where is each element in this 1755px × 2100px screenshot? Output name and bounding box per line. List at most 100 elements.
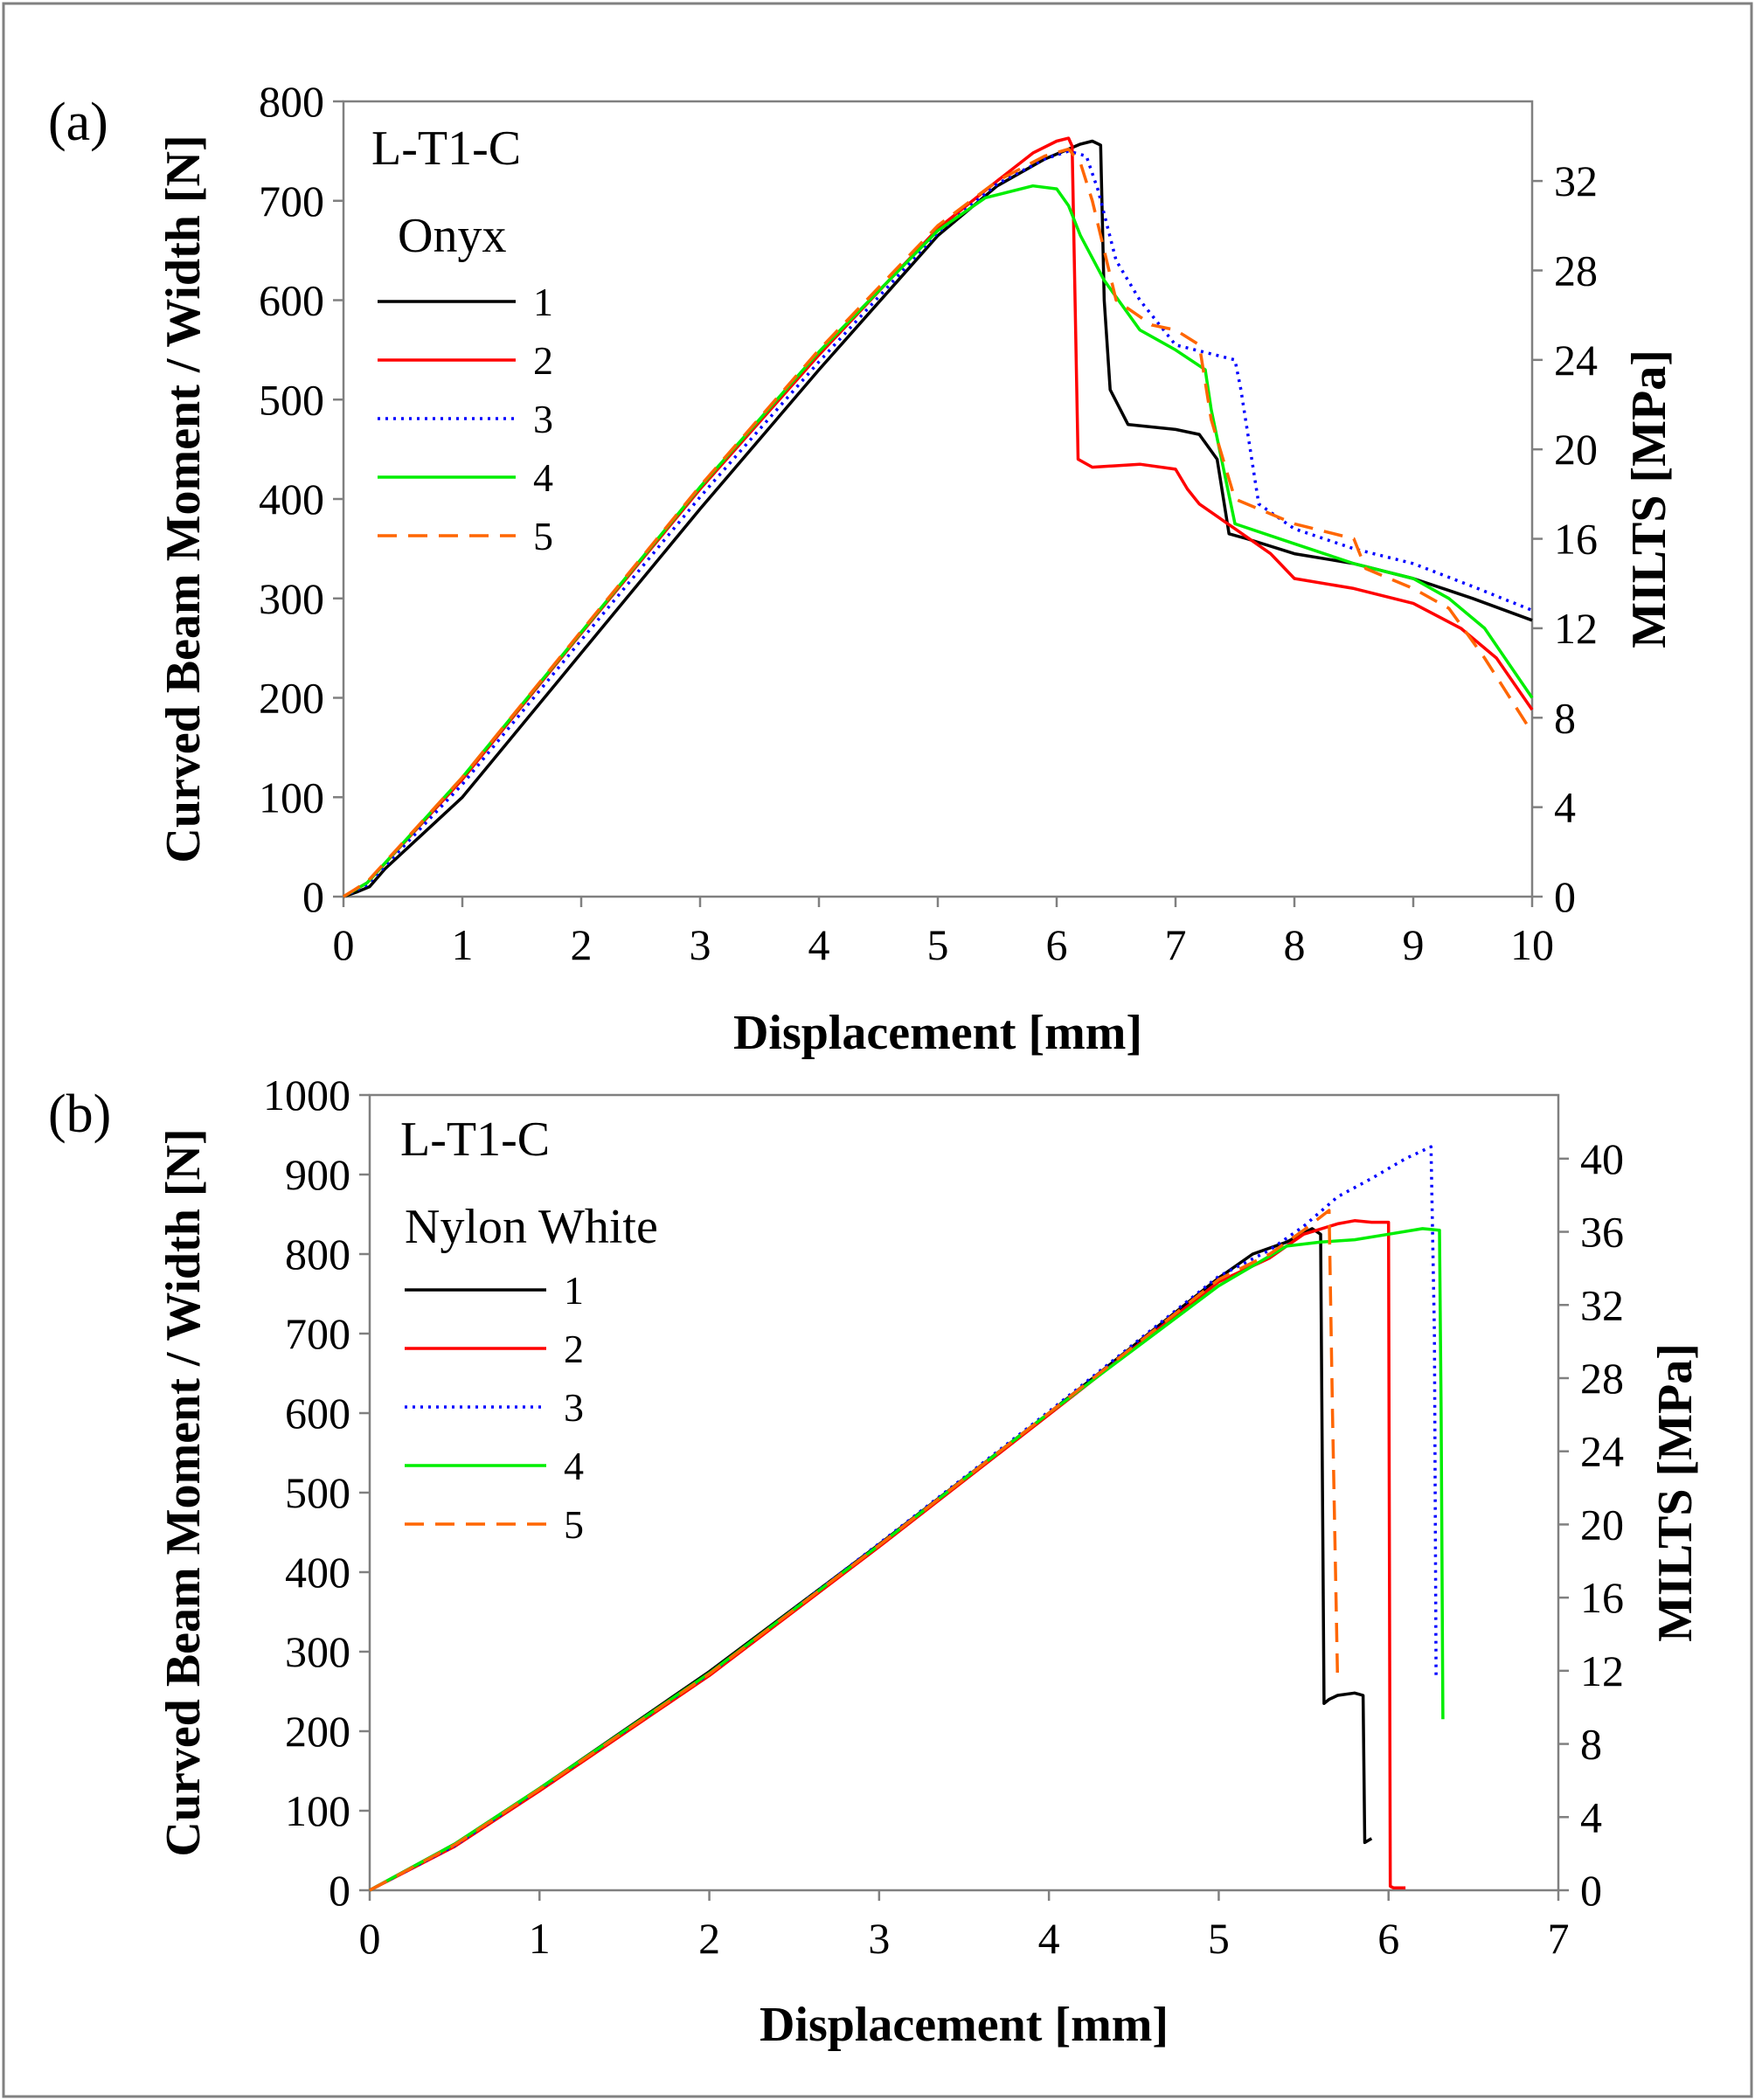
x-tick-label-a-9: 9 bbox=[1403, 920, 1425, 969]
y2-ticks-a: 0 4 8 12 16 20 24 28 32 bbox=[1532, 156, 1598, 921]
y2-tick-label-b-5: 20 bbox=[1580, 1500, 1624, 1549]
x-tick-label-b-7: 7 bbox=[1548, 1914, 1570, 1963]
y2-tick-label-b-8: 32 bbox=[1580, 1280, 1624, 1329]
x-tick-label-a-6: 6 bbox=[1046, 920, 1068, 969]
y-axis-title-a: Curved Beam Moment / Width [N] bbox=[156, 135, 211, 863]
series-line-b-5 bbox=[369, 1209, 1340, 1892]
y2-tick-label-a-3: 12 bbox=[1554, 604, 1598, 653]
legend-label-a-2: 2 bbox=[533, 338, 553, 383]
x-axis-title-a: Displacement [mm] bbox=[733, 1006, 1142, 1060]
legend-material-a: Onyx bbox=[398, 209, 506, 263]
x-tick-label-b-5: 5 bbox=[1208, 1914, 1230, 1963]
legend-a: 1 2 3 4 5 bbox=[378, 280, 553, 558]
y2-axis-title-b: MILTS [MPa] bbox=[1648, 1343, 1703, 1642]
y-tick-label-b-4: 400 bbox=[285, 1548, 350, 1597]
y-tick-label-b-10: 1000 bbox=[263, 1071, 350, 1119]
legend-label-b-5: 5 bbox=[564, 1502, 584, 1547]
y-tick-label-b-8: 800 bbox=[285, 1230, 350, 1279]
y2-tick-label-b-0: 0 bbox=[1580, 1866, 1602, 1915]
y2-tick-label-b-7: 28 bbox=[1580, 1354, 1624, 1403]
legend-label-a-3: 3 bbox=[533, 397, 553, 441]
y2-axis-title-a: MILTS [MPa] bbox=[1622, 350, 1676, 648]
x-tick-label-a-5: 5 bbox=[927, 920, 949, 969]
y-tick-label-a-3: 300 bbox=[259, 574, 324, 623]
x-tick-label-a-0: 0 bbox=[333, 920, 355, 969]
x-tick-label-b-2: 2 bbox=[698, 1914, 720, 1963]
y2-tick-label-a-0: 0 bbox=[1554, 872, 1576, 921]
x-tick-label-a-8: 8 bbox=[1284, 920, 1306, 969]
legend-label-b-2: 2 bbox=[564, 1327, 584, 1371]
legend-label-a-4: 4 bbox=[533, 455, 553, 500]
y-tick-label-b-3: 300 bbox=[285, 1627, 350, 1676]
y-tick-label-b-9: 900 bbox=[285, 1150, 350, 1199]
y2-tick-label-a-1: 4 bbox=[1554, 783, 1576, 832]
y2-tick-label-b-3: 12 bbox=[1580, 1646, 1624, 1695]
y2-tick-label-b-9: 36 bbox=[1580, 1208, 1624, 1257]
x-ticks-b: 0 1 2 3 4 5 6 7 bbox=[359, 1890, 1570, 1963]
x-tick-label-a-1: 1 bbox=[452, 920, 474, 969]
y-tick-label-a-8: 800 bbox=[259, 77, 324, 126]
series-line-a-4 bbox=[343, 184, 1534, 898]
x-tick-label-b-6: 6 bbox=[1377, 1914, 1399, 1963]
y-tick-label-a-2: 200 bbox=[259, 674, 324, 723]
y2-tick-label-b-1: 4 bbox=[1580, 1792, 1602, 1841]
legend-label-b-4: 4 bbox=[564, 1444, 584, 1488]
y2-tick-label-a-8: 32 bbox=[1554, 156, 1598, 205]
y-tick-label-b-2: 200 bbox=[285, 1707, 350, 1756]
y2-tick-label-a-2: 8 bbox=[1554, 693, 1576, 742]
y-tick-label-b-0: 0 bbox=[329, 1866, 350, 1915]
series-line-a-5 bbox=[343, 147, 1534, 898]
y-tick-label-a-5: 500 bbox=[259, 375, 324, 424]
series-line-a-3 bbox=[343, 149, 1533, 898]
x-tick-label-a-10: 10 bbox=[1510, 920, 1554, 969]
y-axis-title-b: Curved Beam Moment / Width [N] bbox=[156, 1128, 211, 1856]
y-ticks-a: 0 100 200 300 400 500 600 700 800 bbox=[259, 77, 343, 921]
y-tick-label-a-7: 700 bbox=[259, 177, 324, 225]
legend-label-b-1: 1 bbox=[564, 1268, 584, 1313]
series-group-a bbox=[343, 136, 1534, 898]
x-tick-label-a-7: 7 bbox=[1165, 920, 1187, 969]
y-tick-label-a-0: 0 bbox=[302, 872, 324, 921]
series-line-b-4 bbox=[369, 1227, 1445, 1892]
legend-title-a: L-T1-C bbox=[371, 121, 521, 176]
y-tick-label-a-4: 400 bbox=[259, 475, 324, 523]
y-tick-label-b-5: 500 bbox=[285, 1468, 350, 1517]
x-tick-label-b-1: 1 bbox=[529, 1914, 551, 1963]
y-tick-label-a-1: 100 bbox=[259, 773, 324, 821]
y-tick-label-b-1: 100 bbox=[285, 1786, 350, 1835]
y2-tick-label-b-4: 16 bbox=[1580, 1573, 1624, 1622]
y2-tick-label-b-6: 24 bbox=[1580, 1427, 1624, 1476]
y-tick-label-a-6: 600 bbox=[259, 276, 324, 325]
legend-title-b: L-T1-C bbox=[400, 1112, 550, 1167]
x-ticks-a: 0 1 2 3 4 5 6 7 8 9 10 bbox=[333, 897, 1554, 969]
y2-tick-label-b-10: 40 bbox=[1580, 1134, 1624, 1183]
x-tick-label-b-3: 3 bbox=[868, 1914, 890, 1963]
legend-label-b-3: 3 bbox=[564, 1385, 584, 1430]
x-tick-label-a-3: 3 bbox=[690, 920, 711, 969]
x-axis-title-b: Displacement [mm] bbox=[760, 1998, 1169, 2052]
y2-ticks-b: 0 4 8 12 16 20 24 28 32 36 40 bbox=[1558, 1134, 1624, 1915]
x-tick-label-b-4: 4 bbox=[1038, 1914, 1060, 1963]
y2-tick-label-a-6: 24 bbox=[1554, 336, 1598, 385]
legend-label-a-1: 1 bbox=[533, 280, 553, 324]
series-line-a-1 bbox=[343, 139, 1533, 898]
legend-label-a-5: 5 bbox=[533, 514, 553, 558]
y-tick-label-b-6: 600 bbox=[285, 1389, 350, 1438]
y2-tick-label-b-2: 8 bbox=[1580, 1720, 1602, 1769]
legend-b: 1 2 3 4 5 bbox=[405, 1268, 584, 1547]
legend-material-b: Nylon White bbox=[405, 1200, 658, 1254]
y2-tick-label-a-4: 16 bbox=[1554, 515, 1598, 564]
x-tick-label-b-0: 0 bbox=[359, 1914, 381, 1963]
y2-tick-label-a-7: 28 bbox=[1554, 246, 1598, 295]
x-tick-label-a-4: 4 bbox=[808, 920, 830, 969]
panel-label-b: (b) bbox=[48, 1085, 111, 1144]
y-ticks-b: 0 100 200 300 400 500 600 700 800 900 1000 bbox=[263, 1071, 370, 1915]
y-tick-label-b-7: 700 bbox=[285, 1309, 350, 1358]
panel-label-a: (a) bbox=[48, 93, 108, 152]
x-tick-label-a-2: 2 bbox=[571, 920, 593, 969]
series-group-b bbox=[369, 1145, 1445, 1892]
